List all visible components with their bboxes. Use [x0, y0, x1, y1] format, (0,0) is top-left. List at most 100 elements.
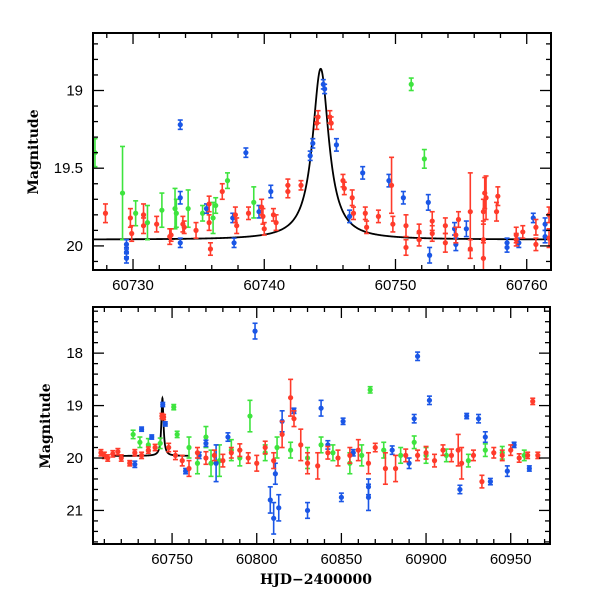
data-point-blue: [365, 483, 372, 512]
data-point-red: [127, 459, 133, 467]
top-y-axis-title: Magnitude: [26, 109, 42, 194]
data-point-red: [491, 446, 497, 459]
x-tick-label: 60750: [375, 277, 417, 294]
data-point-red: [495, 186, 501, 207]
data-point-green: [287, 441, 294, 459]
bottom-panel: 60750 60800 60850 60900 60950 18 19 20 21 Magnit…: [38, 306, 551, 588]
data-point-red: [431, 453, 438, 468]
data-point-blue: [426, 395, 433, 406]
data-point-blue: [271, 501, 277, 535]
data-point-red: [416, 232, 422, 247]
series-red: [102, 109, 551, 270]
data-point-red: [341, 181, 347, 196]
data-point-red: [470, 449, 477, 462]
bottom-plot-area: [98, 322, 541, 535]
data-point-blue: [360, 165, 366, 180]
data-point-red: [375, 209, 382, 224]
data-point-red: [140, 217, 147, 235]
y-tick-label: 21: [66, 502, 83, 519]
data-point-red: [403, 448, 409, 463]
data-point-red: [110, 449, 116, 458]
data-point-red: [168, 228, 174, 243]
data-point-green: [251, 186, 257, 219]
data-point-blue: [389, 445, 395, 456]
data-point-blue: [482, 430, 488, 444]
x-tick-label: 60760: [506, 277, 548, 294]
data-point-red: [480, 242, 487, 270]
data-point-red: [513, 226, 519, 244]
data-point-blue: [530, 212, 536, 224]
data-point-blue: [123, 252, 130, 264]
data-point-red: [172, 450, 179, 461]
data-point-red: [206, 214, 212, 232]
data-point-red: [206, 195, 212, 213]
data-point-blue: [526, 465, 532, 472]
data-point-red: [440, 444, 446, 457]
data-point-red: [455, 433, 461, 467]
data-point-green: [157, 437, 163, 450]
data-point-red: [154, 215, 160, 233]
data-point-red: [245, 206, 252, 221]
data-point-blue: [340, 417, 346, 426]
data-point-green: [133, 200, 139, 227]
data-point-red: [234, 217, 240, 235]
data-point-blue: [346, 209, 353, 224]
data-point-red: [390, 215, 396, 233]
data-point-red: [388, 156, 395, 215]
data-point-green: [173, 198, 179, 229]
data-point-green: [199, 204, 206, 222]
series-red: [98, 378, 541, 489]
data-point-red: [207, 242, 214, 257]
data-point-green: [521, 449, 527, 462]
data-point-green: [174, 430, 180, 439]
data-point-red: [423, 445, 429, 460]
data-point-blue: [425, 193, 431, 211]
data-point-red: [245, 451, 251, 465]
data-point-red: [362, 206, 368, 221]
y-tick-label: 19: [66, 398, 83, 415]
y-tick-label: 19: [66, 83, 83, 100]
data-point-red: [347, 446, 353, 465]
data-point-green: [137, 436, 143, 449]
data-point-green: [274, 436, 280, 459]
data-point-red: [325, 445, 331, 460]
data-point-red: [448, 448, 455, 463]
data-point-blue: [487, 477, 493, 486]
data-point-red: [262, 440, 268, 455]
data-point-red: [132, 448, 138, 457]
data-point-blue: [203, 439, 209, 448]
data-point-green: [159, 192, 165, 229]
data-point-green: [210, 201, 216, 235]
data-point-blue: [542, 229, 548, 244]
data-point-red: [118, 454, 124, 462]
x-tick-label: 60730: [112, 277, 154, 294]
data-point-red: [102, 203, 109, 224]
data-point-red: [365, 451, 372, 475]
data-point-red: [203, 450, 209, 466]
data-point-blue: [177, 190, 183, 205]
data-point-blue: [318, 399, 324, 417]
data-point-green: [213, 196, 219, 215]
data-point-red: [194, 446, 201, 459]
data-point-green: [465, 453, 471, 468]
data-point-blue: [504, 242, 510, 253]
data-point-blue: [160, 401, 166, 408]
data-point-red: [105, 454, 111, 462]
data-point-blue: [427, 246, 433, 264]
data-point-blue: [268, 184, 274, 199]
series-green: [130, 385, 527, 478]
x-tick-label: 60900: [405, 551, 447, 568]
data-point-red: [186, 459, 192, 478]
data-point-red: [237, 443, 243, 458]
data-point-blue: [304, 501, 311, 520]
top-plot-area: [93, 67, 551, 270]
data-point-green: [247, 399, 253, 433]
data-point-red: [392, 454, 399, 483]
data-point-green: [224, 172, 231, 190]
data-point-red: [382, 451, 389, 486]
y-tick-label: 18: [66, 345, 83, 362]
data-point-red: [115, 447, 121, 456]
data-point-red: [403, 238, 409, 257]
data-point-blue: [276, 493, 282, 522]
data-point-red: [455, 210, 462, 229]
